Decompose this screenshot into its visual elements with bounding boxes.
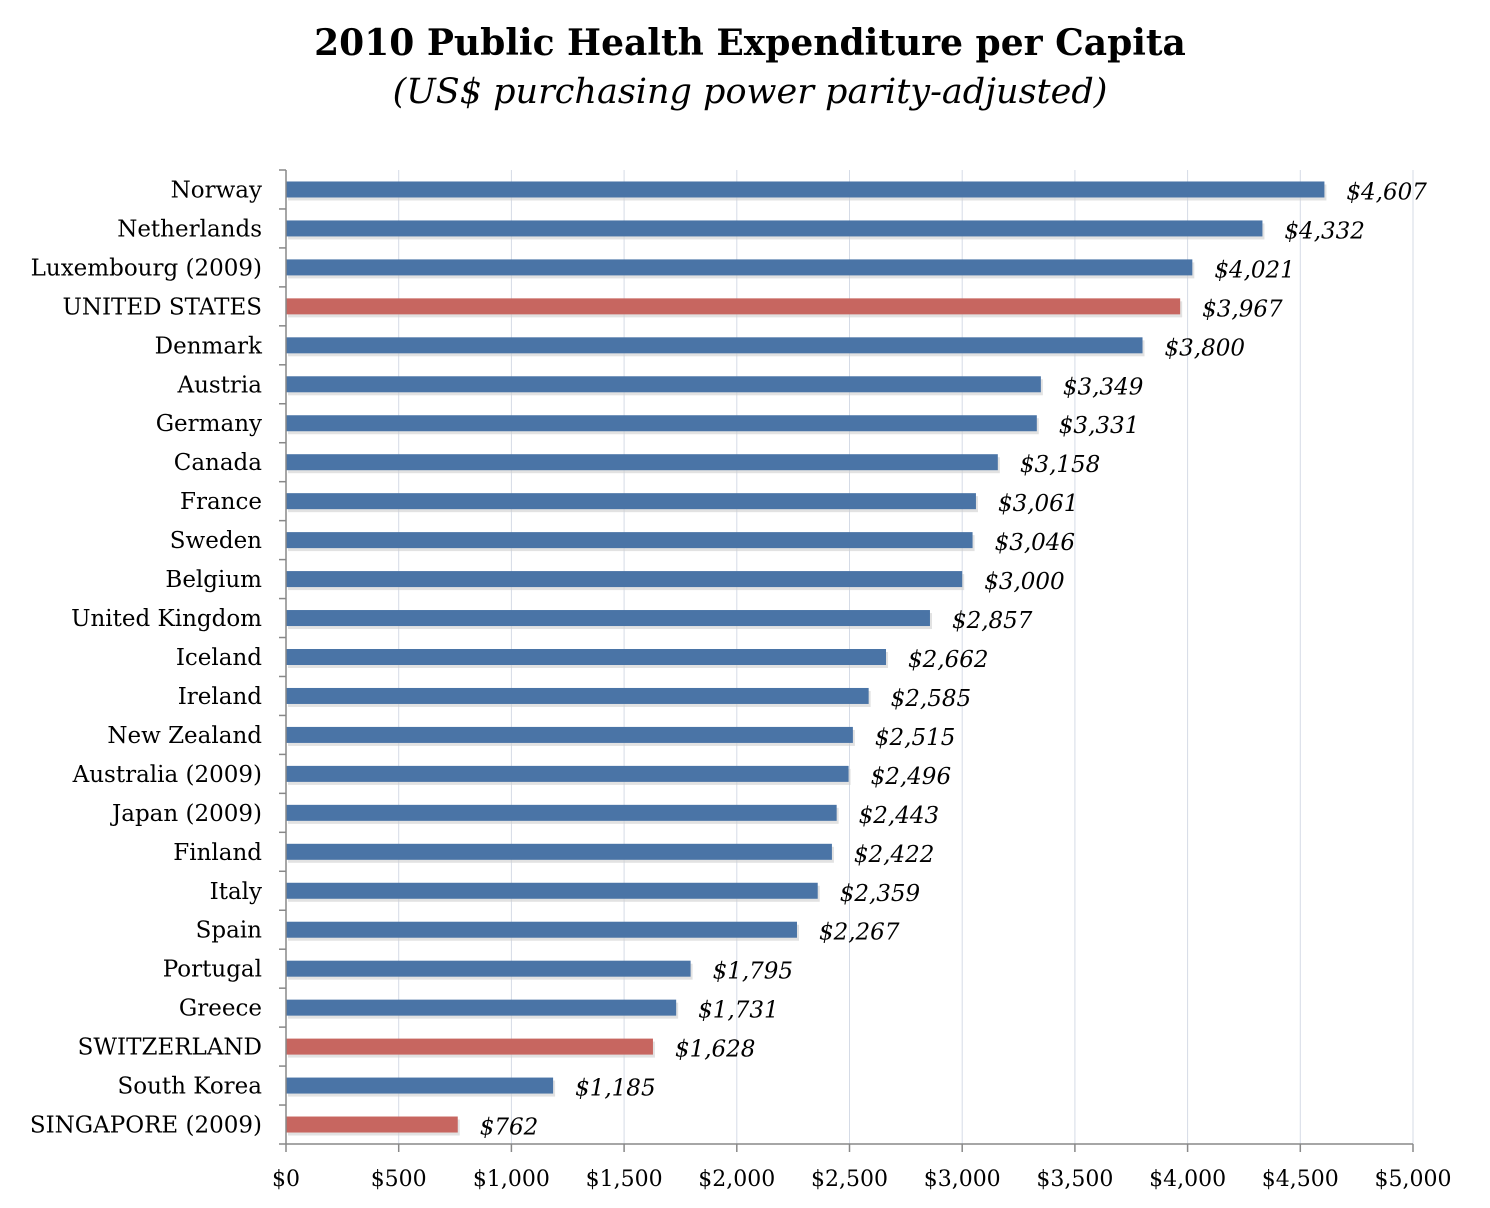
bar [286,298,1181,315]
bar [286,687,869,704]
x-tick-label: $4,000 [1149,1167,1226,1192]
category-label: Iceland [176,645,262,671]
value-label: $3,967 [1202,296,1283,322]
value-label: $2,267 [819,920,900,946]
value-label: $2,443 [859,803,939,829]
bar [286,571,963,588]
value-label: $1,731 [698,998,778,1024]
category-label: Italy [210,879,262,905]
x-tick-label: $3,000 [924,1167,1001,1192]
value-label: $1,628 [675,1037,755,1063]
category-label: South Korea [117,1074,262,1100]
bar [286,610,930,627]
category-label: Ireland [178,684,263,710]
bar [286,1077,554,1094]
value-label: $4,021 [1214,257,1294,283]
x-tick-label: $1,500 [586,1167,663,1192]
category-label: Austria [176,372,262,398]
bar [286,765,849,782]
category-label: Belgium [165,567,262,593]
value-label: $2,585 [891,686,971,712]
x-tick-label: $4,500 [1262,1167,1339,1192]
bar [286,882,818,899]
value-label: $2,662 [908,647,988,673]
bar [286,1038,653,1055]
category-label: Finland [173,840,262,866]
bar [286,999,677,1016]
bars [286,181,1327,1136]
value-label: $1,795 [713,959,793,985]
category-label: Luxembourg (2009) [31,255,262,281]
bar [286,376,1041,393]
x-tick-label: $2,000 [698,1167,775,1192]
category-label: Australia (2009) [72,762,262,788]
category-label: France [180,489,262,515]
category-label: Norway [171,177,262,203]
value-label: $3,158 [1020,452,1100,478]
category-label: New Zealand [107,723,262,749]
category-label: Portugal [163,957,262,983]
category-label: United Kingdom [71,606,262,632]
value-label: $3,349 [1063,374,1143,400]
value-label: $2,515 [875,725,955,751]
value-label: $2,496 [871,764,951,790]
value-label: $3,331 [1059,413,1139,439]
axes [279,169,1414,1152]
labels: $0 $500 $1,000 $1,500 $2,000 $2,500 $3,000 $3,5… [30,177,1452,1192]
chart-title: 2010 Public Health Expenditure per Capit… [314,22,1186,64]
value-label: $4,607 [1346,179,1427,205]
x-tick-label: $1,000 [473,1167,550,1192]
value-label: $1,185 [575,1076,655,1102]
bar [286,804,837,821]
bar [286,493,976,510]
category-label: Netherlands [117,216,262,242]
value-label: $3,800 [1165,335,1245,361]
value-label: $3,000 [984,569,1064,595]
category-label: Canada [174,450,263,476]
chart-subtitle: (US$ purchasing power parity-adjusted) [392,72,1108,112]
bar [286,960,691,977]
x-tick-label: $2,500 [811,1167,888,1192]
x-tick-label: $3,500 [1036,1167,1113,1192]
bar [286,726,853,743]
bar [286,1116,458,1133]
value-label: $3,061 [998,491,1078,517]
category-label: SINGAPORE (2009) [30,1113,262,1139]
bar [286,415,1037,432]
category-label: UNITED STATES [62,294,262,320]
bar [286,337,1143,354]
value-label: $4,332 [1284,218,1364,244]
value-label: $3,046 [995,530,1075,556]
bar [286,843,832,860]
category-label: SWITZERLAND [78,1035,262,1061]
bar [286,220,1263,237]
category-label: Greece [179,996,262,1022]
x-tick-label: $5,000 [1375,1167,1452,1192]
bar [286,532,973,549]
value-label: $2,359 [840,881,920,907]
value-label: $762 [480,1115,539,1141]
category-label: Japan (2009) [110,801,262,827]
bar [286,649,887,665]
value-label: $2,857 [952,608,1033,634]
value-label: $2,422 [854,842,934,868]
category-label: Sweden [170,528,262,554]
x-tick-label: $0 [272,1167,300,1192]
category-label: Denmark [155,333,263,359]
category-label: Germany [156,411,262,437]
category-label: Spain [196,918,263,944]
bar [286,259,1193,276]
bar [286,921,797,938]
bar [286,454,998,471]
x-tick-label: $500 [371,1167,427,1192]
bar [286,181,1325,198]
